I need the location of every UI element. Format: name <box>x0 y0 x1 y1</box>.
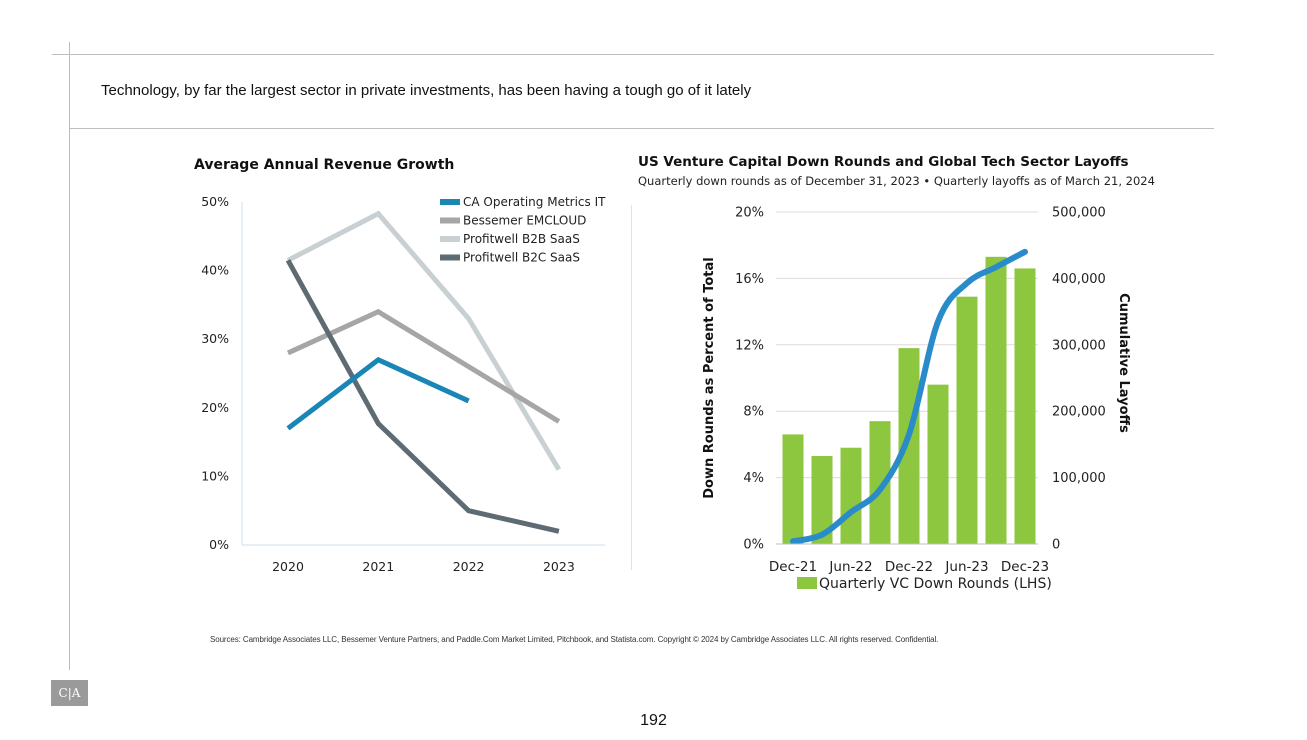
bar-sep-23 <box>985 256 1007 544</box>
y-tick-label: 16% <box>735 272 764 287</box>
header-rule <box>69 128 1214 129</box>
bar-mar-22 <box>811 456 833 544</box>
legend-entry: Profitwell B2B SaaS <box>463 232 580 246</box>
series-line-bessemer-emcloud <box>286 308 561 424</box>
legend-swatch <box>440 254 460 261</box>
chart-axes: 0% 10% 20% 30% 40% 50% 2020 2021 2022 2023 <box>201 194 605 574</box>
sources-footnote: Sources: Cambridge Associates LLC, Besse… <box>210 635 939 644</box>
x-tick-label: Dec-23 <box>1001 559 1049 575</box>
y-tick-label: 8% <box>743 405 764 420</box>
x-tick-label: 2022 <box>453 559 485 574</box>
bar-dec-23 <box>1014 268 1036 544</box>
y-tick-label: 0% <box>743 538 764 553</box>
chart-series <box>285 210 562 534</box>
y-tick-label: 50% <box>201 194 229 209</box>
x-tick-label: Dec-22 <box>885 559 933 575</box>
y-tick-label: 40% <box>201 263 229 278</box>
series-line-ca-operating-metrics-it <box>286 356 470 431</box>
y-tick-label: 20% <box>201 400 229 415</box>
legend-entry: Bessemer EMCLOUD <box>463 214 586 228</box>
legend-swatch <box>440 217 460 224</box>
series-line-profitwell-b2c-saas <box>285 259 560 534</box>
bar-dec-21 <box>782 434 804 544</box>
x-tick-label: 2021 <box>362 559 394 574</box>
bar-mar-23 <box>927 384 949 544</box>
chart-subtitle: Quarterly down rounds as of December 31,… <box>638 174 1155 188</box>
bar-dec-22 <box>898 348 920 544</box>
x-tick-label: Dec-21 <box>769 559 817 575</box>
y-tick-label: 4% <box>743 471 764 486</box>
down-rounds-chart: US Venture Capital Down Rounds and Globa… <box>638 154 1155 592</box>
y2-axis-label: Cumulative Layoffs <box>1116 293 1131 433</box>
chart-axes: 0% 4% 8% 12% 16% 20% 0 100,000 200,000 300,000 400… <box>702 206 1131 576</box>
x-tick-label: 2023 <box>543 559 575 574</box>
legend-entry: Profitwell B2C SaaS <box>463 251 580 265</box>
y-tick-label: 10% <box>201 468 229 483</box>
bar-jun-22 <box>840 447 862 544</box>
y-tick-label: 30% <box>201 331 229 346</box>
legend-entry: CA Operating Metrics IT <box>463 195 606 209</box>
x-tick-label: 2020 <box>272 559 304 574</box>
y-axis-label: Down Rounds as Percent of Total <box>702 257 717 498</box>
page-number: 192 <box>640 712 667 729</box>
legend-swatch <box>440 199 460 205</box>
left-margin-rule <box>69 42 70 670</box>
chart-legend: CA Operating Metrics IT Bessemer EMCLOUD P… <box>440 195 606 265</box>
revenue-growth-chart: Average Annual Revenue Growth 0% 10% 20% 30… <box>194 157 606 574</box>
x-tick-label: Jun-22 <box>828 559 872 575</box>
y-tick-label: 20% <box>735 206 764 221</box>
ca-logo: C|A <box>51 680 88 706</box>
y2-tick-label: 0 <box>1052 538 1060 553</box>
legend-swatch <box>440 236 460 242</box>
y2-tick-label: 100,000 <box>1052 471 1106 486</box>
top-rule <box>52 54 1214 55</box>
x-tick-label: Jun-23 <box>944 559 988 575</box>
page-headline: Technology, by far the largest sector in… <box>101 82 752 99</box>
bar-jun-23 <box>956 296 978 544</box>
bar-sep-22 <box>869 421 891 544</box>
chart-title: US Venture Capital Down Rounds and Globa… <box>638 154 1129 170</box>
chart-line-series <box>790 248 1028 545</box>
y2-tick-label: 200,000 <box>1052 405 1106 420</box>
y-tick-label: 0% <box>209 537 229 552</box>
chart-bars <box>782 256 1036 544</box>
chart-legend: Quarterly VC Down Rounds (LHS) <box>797 576 1052 592</box>
chart-divider <box>631 205 632 570</box>
legend-entry: Quarterly VC Down Rounds (LHS) <box>819 576 1052 592</box>
chart-title: Average Annual Revenue Growth <box>194 157 454 173</box>
y2-tick-label: 300,000 <box>1052 338 1106 353</box>
cumulative-layoffs-line <box>790 248 1028 545</box>
y-tick-label: 12% <box>735 338 764 353</box>
y2-tick-label: 400,000 <box>1052 272 1106 287</box>
y2-tick-label: 500,000 <box>1052 206 1106 221</box>
legend-swatch <box>797 577 817 589</box>
